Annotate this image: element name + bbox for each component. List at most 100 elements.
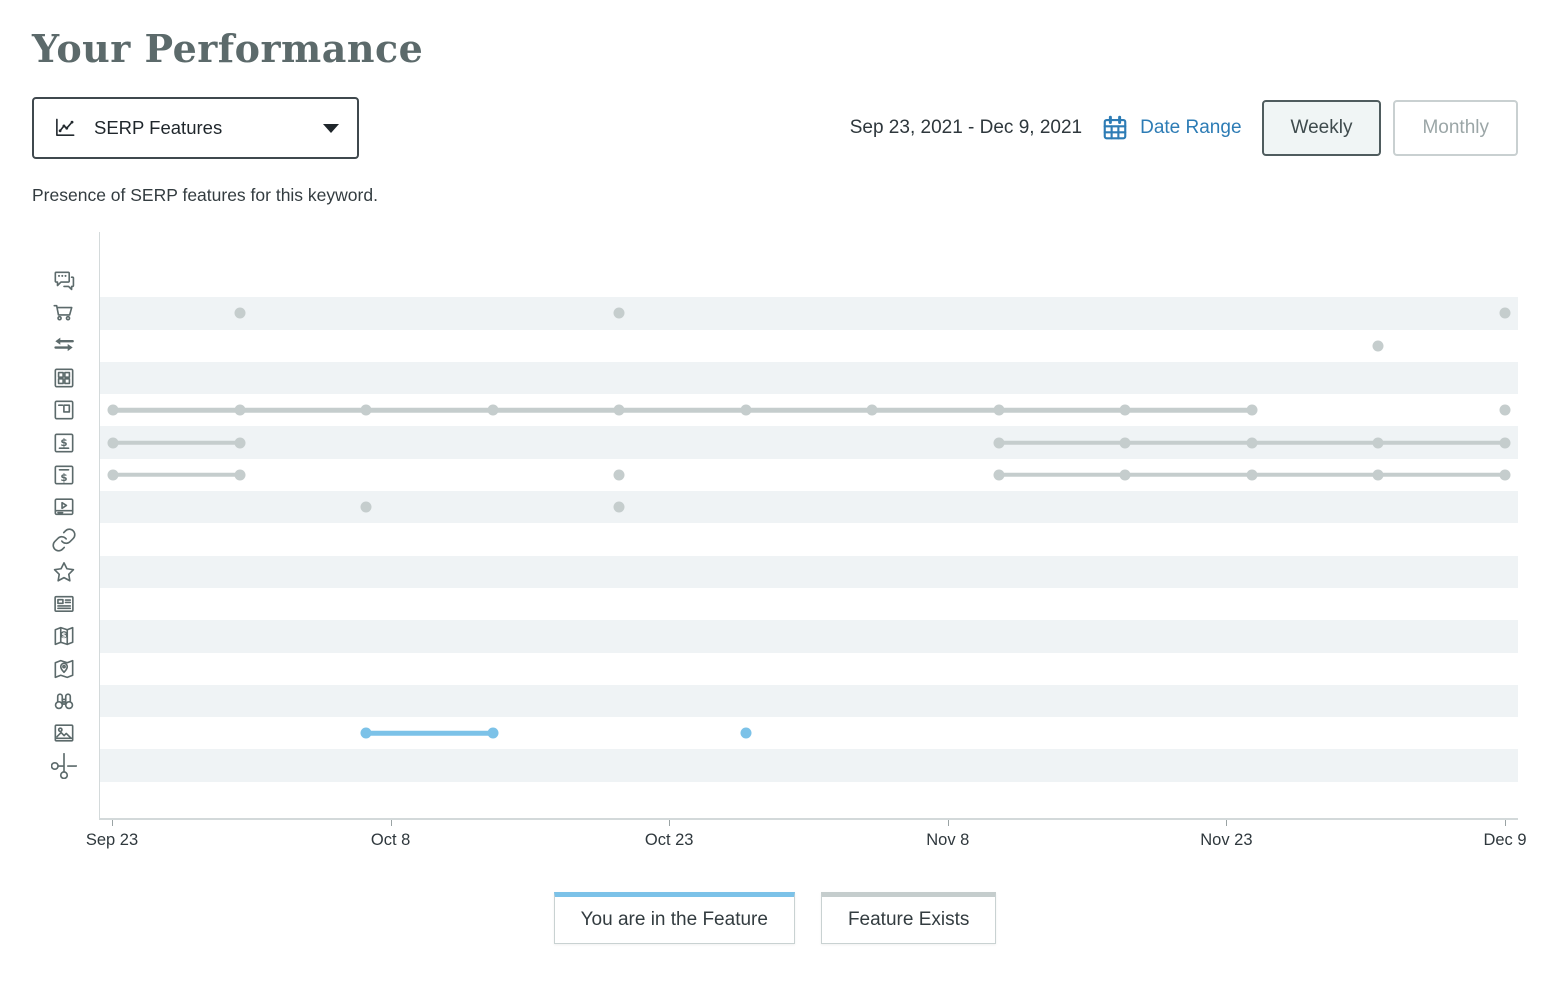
x-axis-tick xyxy=(1505,819,1506,826)
feature-row-link xyxy=(52,523,1518,555)
feature-dot[interactable] xyxy=(613,307,625,319)
feature-dot[interactable] xyxy=(1119,404,1131,416)
feature-dot[interactable] xyxy=(1119,469,1131,481)
feature-track xyxy=(113,491,1505,523)
feature-dot[interactable] xyxy=(1372,340,1384,352)
feature-dot[interactable] xyxy=(866,404,878,416)
feature-track xyxy=(113,620,1505,652)
newspaper-icon xyxy=(50,590,78,618)
feature-row-star xyxy=(53,555,1518,588)
feature-row-grid-squares xyxy=(54,361,1518,395)
x-axis-label: Nov 23 xyxy=(1200,830,1253,849)
feature-dot[interactable] xyxy=(1246,437,1258,449)
metric-dropdown[interactable]: SERP Features xyxy=(32,97,359,159)
feature-row-binoculars xyxy=(54,684,1518,718)
feature-track xyxy=(113,556,1505,588)
feature-dot[interactable] xyxy=(360,501,372,513)
feature-track xyxy=(113,330,1505,362)
svg-text:$: $ xyxy=(60,436,67,448)
feature-line-segment[interactable] xyxy=(113,472,240,478)
line-chart-icon xyxy=(52,114,78,143)
feature-track xyxy=(107,394,1511,426)
map-dollar-icon: $ xyxy=(50,622,78,650)
feature-dot[interactable] xyxy=(487,404,499,416)
feature-dot[interactable] xyxy=(234,404,246,416)
x-axis-label: Oct 8 xyxy=(370,830,411,849)
feature-track xyxy=(113,265,1505,297)
feature-dot[interactable] xyxy=(740,727,752,739)
feature-track xyxy=(113,588,1505,620)
image-icon xyxy=(50,719,78,747)
feature-dot[interactable] xyxy=(360,727,372,739)
legend-you-are-in-the-feature[interactable]: You are in the Feature xyxy=(553,891,795,944)
feature-track xyxy=(113,523,1505,555)
feature-dot[interactable] xyxy=(107,469,119,481)
svg-text:$: $ xyxy=(62,631,67,640)
swap-arrows-icon xyxy=(50,332,78,360)
feature-dot[interactable] xyxy=(360,404,372,416)
feature-dot[interactable] xyxy=(1246,469,1258,481)
chart-description: Presence of SERP features for this keywo… xyxy=(32,185,378,205)
link-icon xyxy=(50,526,78,554)
feature-dot[interactable] xyxy=(613,404,625,416)
feature-track xyxy=(107,426,1511,458)
feature-row-panel-layout xyxy=(54,394,1518,426)
calendar-icon[interactable] xyxy=(1100,113,1130,143)
feature-row-map-pin xyxy=(54,653,1518,685)
feature-dot[interactable] xyxy=(1372,437,1384,449)
feature-dot[interactable] xyxy=(1246,404,1258,416)
feature-dot[interactable] xyxy=(1499,437,1511,449)
feature-dot[interactable] xyxy=(993,469,1005,481)
dollar-square-top-icon: $ xyxy=(50,429,78,457)
feature-dot[interactable] xyxy=(234,437,246,449)
x-axis-tick xyxy=(669,819,671,826)
chart-plot-area: $ $ $ xyxy=(51,232,1518,820)
feature-dot[interactable] xyxy=(107,437,119,449)
x-axis-label: Sep 23 xyxy=(85,830,139,849)
feature-dot[interactable] xyxy=(740,404,752,416)
feature-line-segment[interactable] xyxy=(113,440,240,445)
feature-dot[interactable] xyxy=(1119,437,1131,449)
x-axis-tick xyxy=(112,819,113,826)
feature-row-newspaper xyxy=(54,588,1518,620)
feature-track xyxy=(113,717,1505,749)
feature-dot[interactable] xyxy=(1372,469,1384,481)
legend-feature-exists[interactable]: Feature Exists xyxy=(820,891,997,944)
map-pin-icon xyxy=(50,655,78,683)
x-axis-tick xyxy=(947,819,949,826)
shopping-cart-icon xyxy=(50,299,78,327)
feature-line-segment[interactable] xyxy=(113,408,1252,413)
feature-dot[interactable] xyxy=(234,469,246,481)
date-range-text: Sep 23, 2021 - Dec 9, 2021 xyxy=(849,117,1083,138)
feature-track xyxy=(113,749,1505,781)
chat-bubbles-icon xyxy=(50,267,78,295)
feature-dot[interactable] xyxy=(487,727,499,739)
panel-layout-icon xyxy=(50,396,78,424)
feature-dot[interactable] xyxy=(993,437,1005,449)
controls-bar: SERP Features Sep 23, 2021 - Dec 9, 2021… xyxy=(32,97,1518,159)
metric-dropdown-value: SERP Features xyxy=(94,117,223,138)
feature-dot[interactable] xyxy=(1499,404,1511,416)
feature-line-segment[interactable] xyxy=(366,731,493,736)
feature-track xyxy=(113,297,1511,329)
x-axis-label: Nov 8 xyxy=(926,830,970,849)
feature-row-swap-arrows xyxy=(54,330,1518,362)
binoculars-icon xyxy=(50,687,78,715)
date-range-link[interactable]: Date Range xyxy=(1140,117,1242,138)
feature-dot[interactable] xyxy=(1499,307,1511,319)
weekly-button[interactable]: Weekly xyxy=(1261,100,1382,156)
feature-dot[interactable] xyxy=(993,404,1005,416)
x-axis: Sep 23 Oct 8 Oct 23 Nov 8 Nov 23 Dec 9 xyxy=(86,819,1527,862)
your-performance-panel: Your Performance SERP Features Sep 23, 2… xyxy=(32,26,1527,944)
feature-dot[interactable] xyxy=(613,501,625,513)
feature-dot[interactable] xyxy=(1499,469,1511,481)
chart-legend: You are in the Feature Feature Exists xyxy=(32,891,1518,944)
monthly-button[interactable]: Monthly xyxy=(1393,100,1518,156)
feature-dot[interactable] xyxy=(234,307,246,319)
feature-dot[interactable] xyxy=(107,404,119,416)
feature-dot[interactable] xyxy=(613,469,625,481)
x-axis-tick xyxy=(390,819,392,826)
feature-track xyxy=(113,685,1505,717)
x-axis-label: Dec 9 xyxy=(1483,830,1527,849)
feature-row-shopping-cart xyxy=(53,297,1518,330)
